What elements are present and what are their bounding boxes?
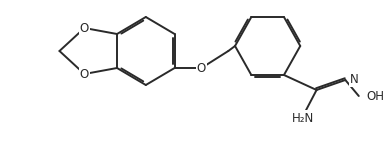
Text: O: O (80, 22, 89, 34)
Text: H₂N: H₂N (292, 112, 314, 125)
Text: N: N (350, 73, 359, 86)
Text: O: O (80, 67, 89, 80)
Text: O: O (197, 62, 206, 75)
Text: OH: OH (367, 90, 385, 103)
